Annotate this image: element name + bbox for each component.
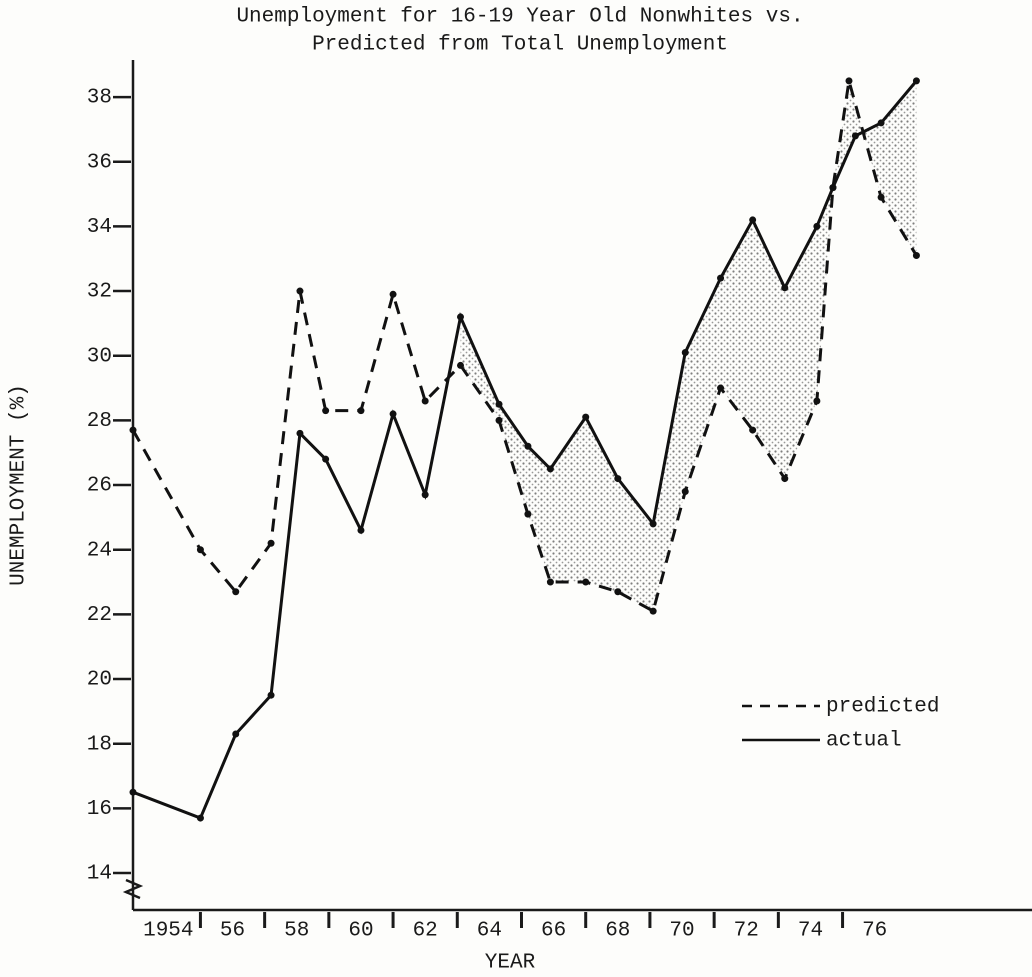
x-tick-label: 56 [220,920,245,943]
data-point [649,520,657,528]
y-axis-label: UNEMPLOYMENT (%) [8,384,31,586]
x-tick-label: 72 [734,920,759,943]
data-point [717,384,725,392]
y-tick-label: 16 [87,798,112,821]
x-tick-label: 74 [798,920,823,943]
data-point [829,184,837,192]
data-point [614,475,622,483]
data-point [267,691,275,699]
data-point [267,539,275,547]
data-point [781,475,789,483]
data-point [456,361,464,369]
y-tick-label: 36 [87,151,112,174]
x-tick-label: 66 [541,920,566,943]
x-tick-label: 60 [348,920,373,943]
data-point [614,588,622,596]
data-point [495,400,503,408]
x-tick-label: 64 [477,920,502,943]
data-point [357,526,365,534]
data-point [322,455,330,463]
data-point [196,546,204,554]
data-point [232,730,240,738]
y-tick-label: 28 [87,410,112,433]
data-point [813,397,821,405]
legend-label: actual [826,730,902,753]
y-tick-label: 14 [87,863,112,886]
data-point [524,442,532,450]
data-point [681,348,689,356]
data-point [296,287,304,295]
legend-label: predicted [826,696,939,719]
data-point [851,132,859,140]
y-tick-label: 38 [87,87,112,110]
y-tick-label: 30 [87,345,112,368]
chart-subtitle: Predicted from Total Unemployment [312,34,728,57]
data-point [912,251,920,259]
data-point [357,407,365,415]
data-point [912,77,920,85]
x-axis-label: YEAR [485,952,536,975]
data-point [845,77,853,85]
x-tick-label: 62 [413,920,438,943]
chart-title: Unemployment for 16-19 Year Old Nonwhite… [236,6,803,29]
data-point [813,222,821,230]
data-point [749,216,757,224]
data-point [749,426,757,434]
data-point [389,410,397,418]
data-point [546,465,554,473]
x-tick-label: 58 [284,920,309,943]
data-point [649,607,657,615]
data-point [456,313,464,321]
y-tick-label: 18 [87,733,112,756]
y-tick-label: 34 [87,216,112,239]
y-tick-label: 26 [87,475,112,498]
data-point [582,413,590,421]
data-point [389,290,397,298]
data-point [196,814,204,822]
axis-break [122,878,144,900]
data-point [129,426,137,434]
x-tick-label: 70 [669,920,694,943]
data-point [877,193,885,201]
data-point [582,578,590,586]
x-tick-label: 1954 [143,920,193,943]
y-tick-label: 32 [87,281,112,304]
data-point [421,397,429,405]
y-tick-label: 24 [87,539,112,562]
data-point [546,578,554,586]
data-point [129,788,137,796]
data-point [296,429,304,437]
data-point [681,488,689,496]
data-point [232,588,240,596]
data-point [495,416,503,424]
data-point [322,407,330,415]
data-point [524,510,532,518]
y-tick-label: 20 [87,669,112,692]
x-tick-label: 68 [605,920,630,943]
data-point [877,119,885,127]
x-tick-label: 76 [862,920,887,943]
y-tick-label: 22 [87,604,112,627]
data-point [717,274,725,282]
data-point [781,284,789,292]
data-point [421,491,429,499]
